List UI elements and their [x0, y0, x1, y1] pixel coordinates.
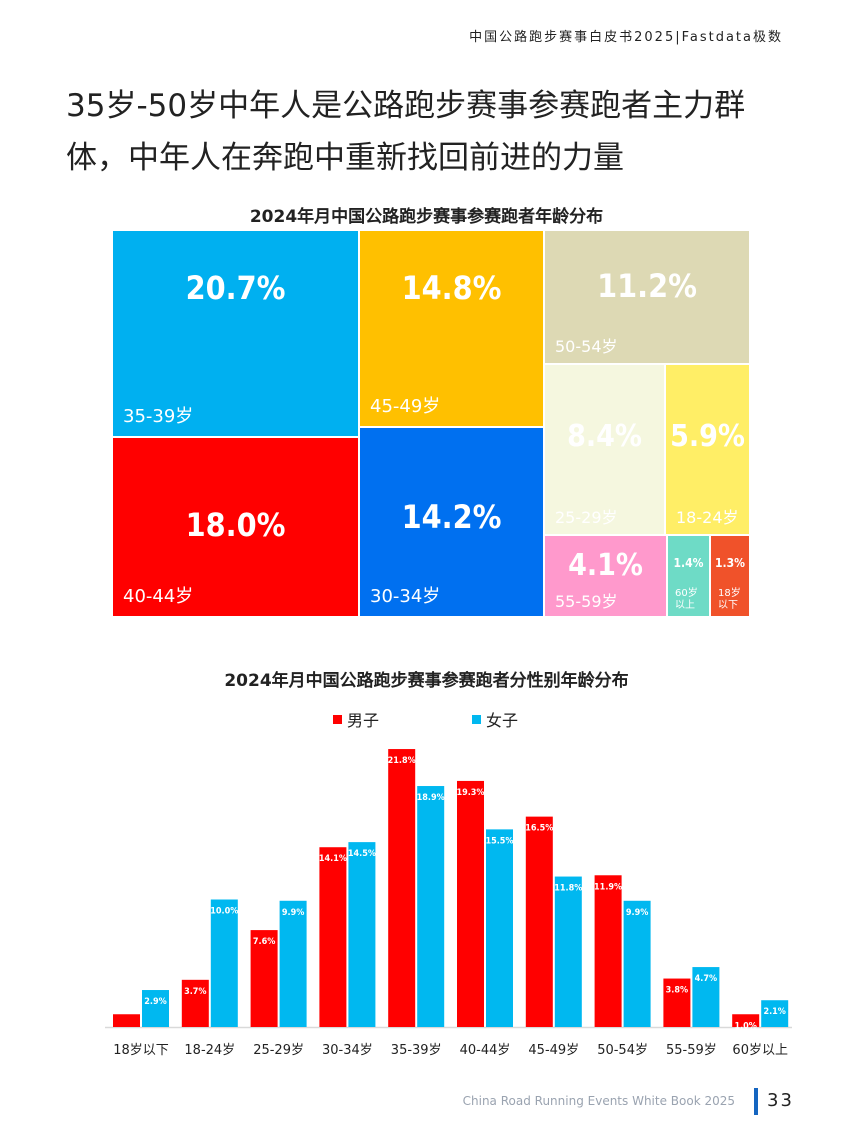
- bar-male: [319, 847, 347, 1027]
- bar-female: [279, 900, 307, 1027]
- treemap-value: 20.7%: [185, 269, 286, 307]
- x-tick-label: 35-39岁: [391, 1043, 442, 1058]
- treemap-value: 14.2%: [401, 498, 502, 536]
- bar-male: [388, 749, 416, 1027]
- bar-value-label: 14.1%: [319, 854, 347, 864]
- bar-male: [663, 978, 691, 1027]
- footer-accent-bar: [754, 1088, 758, 1115]
- treemap-value: 1.4%: [673, 556, 704, 570]
- treemap-label: 50-54岁: [555, 337, 618, 356]
- x-tick-label: 45-49岁: [528, 1043, 579, 1058]
- bar-female: [486, 829, 513, 1027]
- bar-value-label: 2.9%: [144, 997, 166, 1007]
- x-tick-label: 40-44岁: [460, 1043, 511, 1058]
- bar-female: [417, 786, 445, 1027]
- treemap-label: 40-44岁: [123, 586, 194, 607]
- x-tick-label: 60岁以上: [732, 1043, 788, 1058]
- x-tick-label: 55-59岁: [666, 1043, 717, 1058]
- bar-value-label: 3.8%: [666, 986, 688, 996]
- treemap-label: 45-49岁: [370, 396, 441, 417]
- bar-value-label: 2.1%: [763, 1007, 785, 1017]
- treemap-tile: 14.2% 30-34岁: [359, 427, 544, 617]
- bar-female: [348, 842, 376, 1027]
- bar-female: [623, 900, 651, 1027]
- treemap-label: 55-59岁: [555, 592, 618, 611]
- bar-female: [210, 899, 238, 1027]
- bar-female: [761, 1000, 789, 1027]
- treemap-tile: 4.1% 55-59岁: [544, 535, 667, 617]
- treemap-label: 30-34岁: [370, 586, 441, 607]
- bar-value-label: 11.9%: [594, 882, 622, 892]
- gender-age-bar-chart: 男子 女子 2.9% 18岁以下 3.7% 10.0% 18-24岁 7.6% 9.9% 25-2…: [105, 711, 792, 1058]
- page-title: 35岁-50岁中年人是公路跑步赛事参赛跑者主力群体，中年人在奔跑中重新找回前进的…: [66, 88, 746, 176]
- treemap-tile: 1.4% 60岁以上: [667, 535, 710, 617]
- bar-value-label: 16.5%: [525, 824, 553, 834]
- bar-chart-title: 2024年月中国公路跑步赛事参赛跑者分性别年龄分布: [224, 671, 629, 691]
- bar-value-label: 15.5%: [485, 836, 513, 846]
- bar-female: [142, 990, 169, 1027]
- treemap-tile: 14.8% 45-49岁: [359, 230, 544, 427]
- bar-male: [181, 979, 209, 1027]
- treemap-label: 18-24岁: [676, 508, 739, 527]
- bar-value-label: 14.5%: [348, 849, 376, 859]
- bar-male: [113, 1014, 140, 1027]
- bar-value-label: 21.8%: [388, 756, 416, 766]
- treemap-tile: 18.0% 40-44岁: [112, 437, 359, 617]
- treemap-value: 1.3%: [715, 556, 745, 570]
- bar-value-label: 9.9%: [626, 908, 648, 918]
- treemap-value: 14.8%: [401, 269, 502, 307]
- bar-male: [525, 816, 553, 1027]
- bar-value-label: 4.7%: [695, 974, 717, 984]
- x-tick-label: 25-29岁: [253, 1043, 304, 1058]
- treemap-value: 5.9%: [670, 419, 745, 454]
- treemap-value: 8.4%: [567, 419, 642, 454]
- treemap-value: 11.2%: [597, 267, 697, 305]
- x-tick-label: 18-24岁: [184, 1043, 235, 1058]
- bar-value-label: 10.0%: [210, 907, 238, 917]
- treemap-label: 35-39岁: [123, 406, 194, 427]
- x-tick-label: 50-54岁: [597, 1043, 648, 1058]
- treemap-tile: 1.3% 18岁以下: [710, 535, 750, 617]
- bar-male: [250, 930, 278, 1027]
- bar-value-label: 18.9%: [417, 793, 445, 803]
- bar-female: [554, 876, 582, 1027]
- bar-value-label: 3.7%: [184, 987, 206, 997]
- legend-swatch: [333, 715, 342, 724]
- bar-value-label: 19.3%: [456, 788, 484, 798]
- bar-value-label: 9.9%: [282, 908, 304, 918]
- treemap-label: 25-29岁: [555, 508, 618, 527]
- bar-male: [594, 875, 622, 1027]
- header-text: 中国公路跑步赛事白皮书2025|Fastdata极数: [469, 30, 783, 45]
- treemap-label: 60岁以上: [675, 588, 698, 611]
- legend-swatch: [472, 715, 481, 724]
- bar-male: [457, 780, 484, 1027]
- age-treemap: 20.7% 35-39岁 18.0% 40-44岁 14.8% 45-49岁 14.2% 30…: [112, 230, 750, 617]
- legend-label: 男子: [347, 711, 379, 730]
- bar-value-label: 11.8%: [554, 884, 582, 894]
- treemap-tile: 5.9% 18-24岁: [665, 364, 750, 535]
- treemap-tile: 11.2% 50-54岁: [544, 230, 750, 364]
- bar-female: [692, 967, 720, 1027]
- legend-label: 女子: [486, 711, 518, 730]
- treemap-value: 4.1%: [568, 548, 643, 583]
- treemap-title: 2024年月中国公路跑步赛事参赛跑者年龄分布: [249, 207, 604, 227]
- bar-male: [732, 1014, 760, 1027]
- page-number: 33: [767, 1090, 794, 1111]
- bar-value-label: 7.6%: [253, 937, 275, 947]
- bar-value-label: 1.0%: [734, 1021, 756, 1031]
- treemap-value: 18.0%: [185, 506, 286, 544]
- x-tick-label: 30-34岁: [322, 1043, 373, 1058]
- treemap-tile: 8.4% 25-29岁: [544, 364, 665, 535]
- treemap-label: 18岁以下: [718, 588, 741, 611]
- treemap-tile: 20.7% 35-39岁: [112, 230, 359, 437]
- footer-text: China Road Running Events White Book 202…: [462, 1094, 735, 1108]
- x-tick-label: 18岁以下: [113, 1043, 169, 1058]
